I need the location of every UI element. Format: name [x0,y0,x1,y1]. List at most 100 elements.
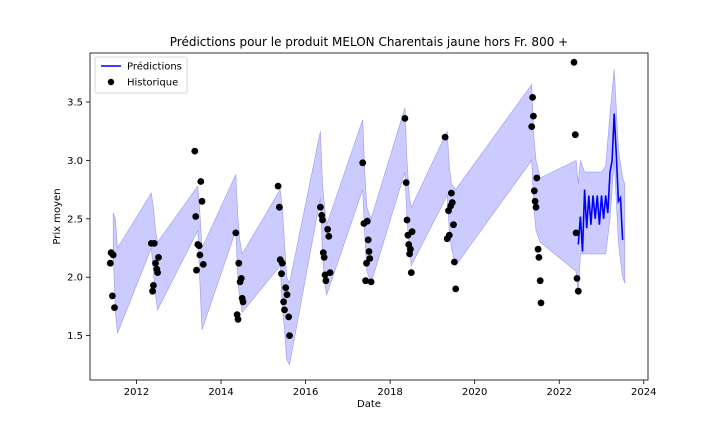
y-tick-label: 2.0 [67,273,83,284]
history-point [154,269,162,276]
legend-history-swatch [107,78,115,86]
history-point [239,298,247,306]
history-point [528,123,536,130]
x-tick-label: 2012 [124,387,149,398]
history-point [537,299,545,307]
history-point [532,203,540,211]
history-point [325,233,333,240]
history-point [320,254,328,261]
y-tick-label: 3.5 [67,98,83,109]
history-point [572,229,580,237]
x-axis-ticks: 2012 2014 2016 2018 2020 2022 2024 [124,380,656,398]
history-point [364,236,372,244]
history-point [274,182,282,190]
history-point [407,245,414,253]
history-point [535,254,543,261]
history-point [150,240,158,247]
history-point [363,217,371,225]
x-tick-label: 2014 [208,387,233,398]
history-point [150,282,157,289]
history-point [571,131,579,139]
history-point [367,278,375,286]
x-tick-label: 2022 [547,387,572,398]
history-point [530,187,538,195]
history-point [232,229,240,237]
history-point [401,115,409,122]
history-point [281,306,288,314]
history-point [452,285,460,293]
history-point [407,269,415,276]
history-point [445,231,453,239]
y-tick-label: 3.0 [67,156,83,167]
series-layer [577,113,624,252]
history-point [237,275,245,282]
x-tick-label: 2018 [377,387,402,398]
y-axis-ticks: 1.5 2.0 2.5 3.0 3.5 [67,98,90,342]
history-point [276,203,283,211]
history-point [155,254,162,261]
history-point [534,245,542,253]
history-point [448,189,455,197]
legend-label-predictions: Prédictions [127,61,182,73]
history-point [317,203,324,211]
history-point [359,159,367,167]
history-point [536,277,544,285]
history-point [324,225,331,233]
history-point [235,259,243,267]
plot-frame [89,52,649,381]
history-point [321,271,329,279]
history-point [322,277,330,285]
x-axis-label: Date [357,399,381,410]
legend-label-history: Historique [127,78,178,89]
history-point [106,259,114,267]
history-point [365,248,373,255]
history-point [111,304,118,311]
history-point [448,199,456,206]
history-point [280,298,287,306]
history-point [403,216,411,224]
history-point [234,315,242,323]
history-point [278,259,286,267]
history-point [192,213,200,220]
history-point [191,147,199,155]
history-point [283,291,291,299]
history-point [109,251,117,259]
history-point [198,197,206,205]
history-point [530,112,537,120]
history-point [196,251,204,259]
prediction-interval-band [112,69,626,366]
prediction-line [577,113,624,252]
y-tick-label: 1.5 [67,331,83,342]
history-point [152,259,159,267]
x-tick-label: 2016 [293,387,318,398]
history-point [574,287,582,295]
history-point [529,94,536,101]
history-point [451,258,458,266]
history-point [282,284,290,292]
y-tick-label: 2.5 [67,214,83,225]
history-point [109,292,116,300]
history-point [366,255,374,262]
history-point [278,270,285,278]
history-points [106,58,582,339]
interval-band-area [112,69,626,366]
history-point [149,287,157,295]
history-point [199,261,207,268]
history-point [573,275,581,282]
history-point [408,228,416,236]
history-point [195,242,203,250]
chart-title: Prédictions pour le produit MELON Charen… [170,35,568,49]
legend: Prédictions Historique [94,56,188,94]
history-point [441,133,449,141]
history-point [286,332,293,339]
history-point [570,58,578,66]
history-point [326,269,334,276]
history-point [402,179,410,187]
history-point [193,266,200,274]
history-point [319,216,326,224]
history-point [285,313,293,321]
history-point [533,174,541,182]
history-point [450,221,457,229]
x-tick-label: 2024 [631,387,656,398]
